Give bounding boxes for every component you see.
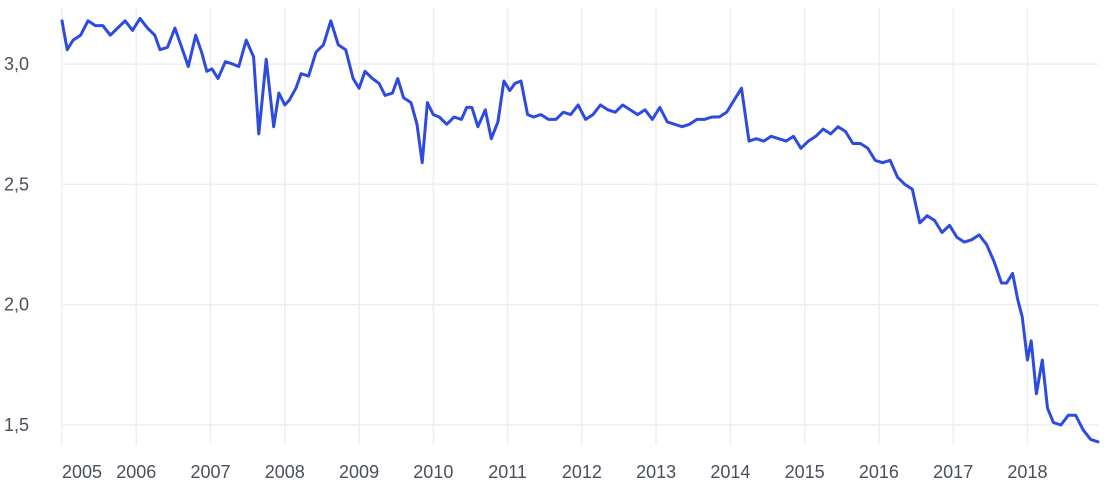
- y-tick-label: 2,5: [4, 174, 29, 194]
- x-tick-label: 2009: [339, 462, 379, 482]
- x-tick-label: 2005: [62, 462, 102, 482]
- x-tick-label: 2010: [413, 462, 453, 482]
- x-tick-label: 2008: [265, 462, 305, 482]
- series-line-0: [60, 16, 1100, 444]
- y-axis-tick-labels: 1,5 2,0 2,5 3,0: [4, 54, 29, 435]
- x-axis-tick-labels: 2005 2006 2007 2008 2009 2010 2011 2012 2013 2014…: [62, 462, 1047, 482]
- x-tick-label: 2017: [933, 462, 973, 482]
- x-tick-label: 2014: [710, 462, 750, 482]
- series-layer: [60, 16, 1100, 444]
- x-tick-label: 2011: [488, 462, 527, 482]
- y-tick-label: 2,0: [4, 295, 29, 315]
- y-tick-label: 1,5: [4, 415, 29, 435]
- x-tick-label: 2015: [785, 462, 825, 482]
- x-tick-label: 2013: [636, 462, 676, 482]
- x-tick-label: 2012: [562, 462, 602, 482]
- x-tick-label: 2016: [859, 462, 899, 482]
- grid-lines: [61, 8, 1098, 445]
- y-tick-label: 3,0: [4, 54, 29, 74]
- x-tick-label: 2018: [1007, 462, 1047, 482]
- x-tick-label: 2006: [116, 462, 156, 482]
- x-tick-label: 2007: [191, 462, 231, 482]
